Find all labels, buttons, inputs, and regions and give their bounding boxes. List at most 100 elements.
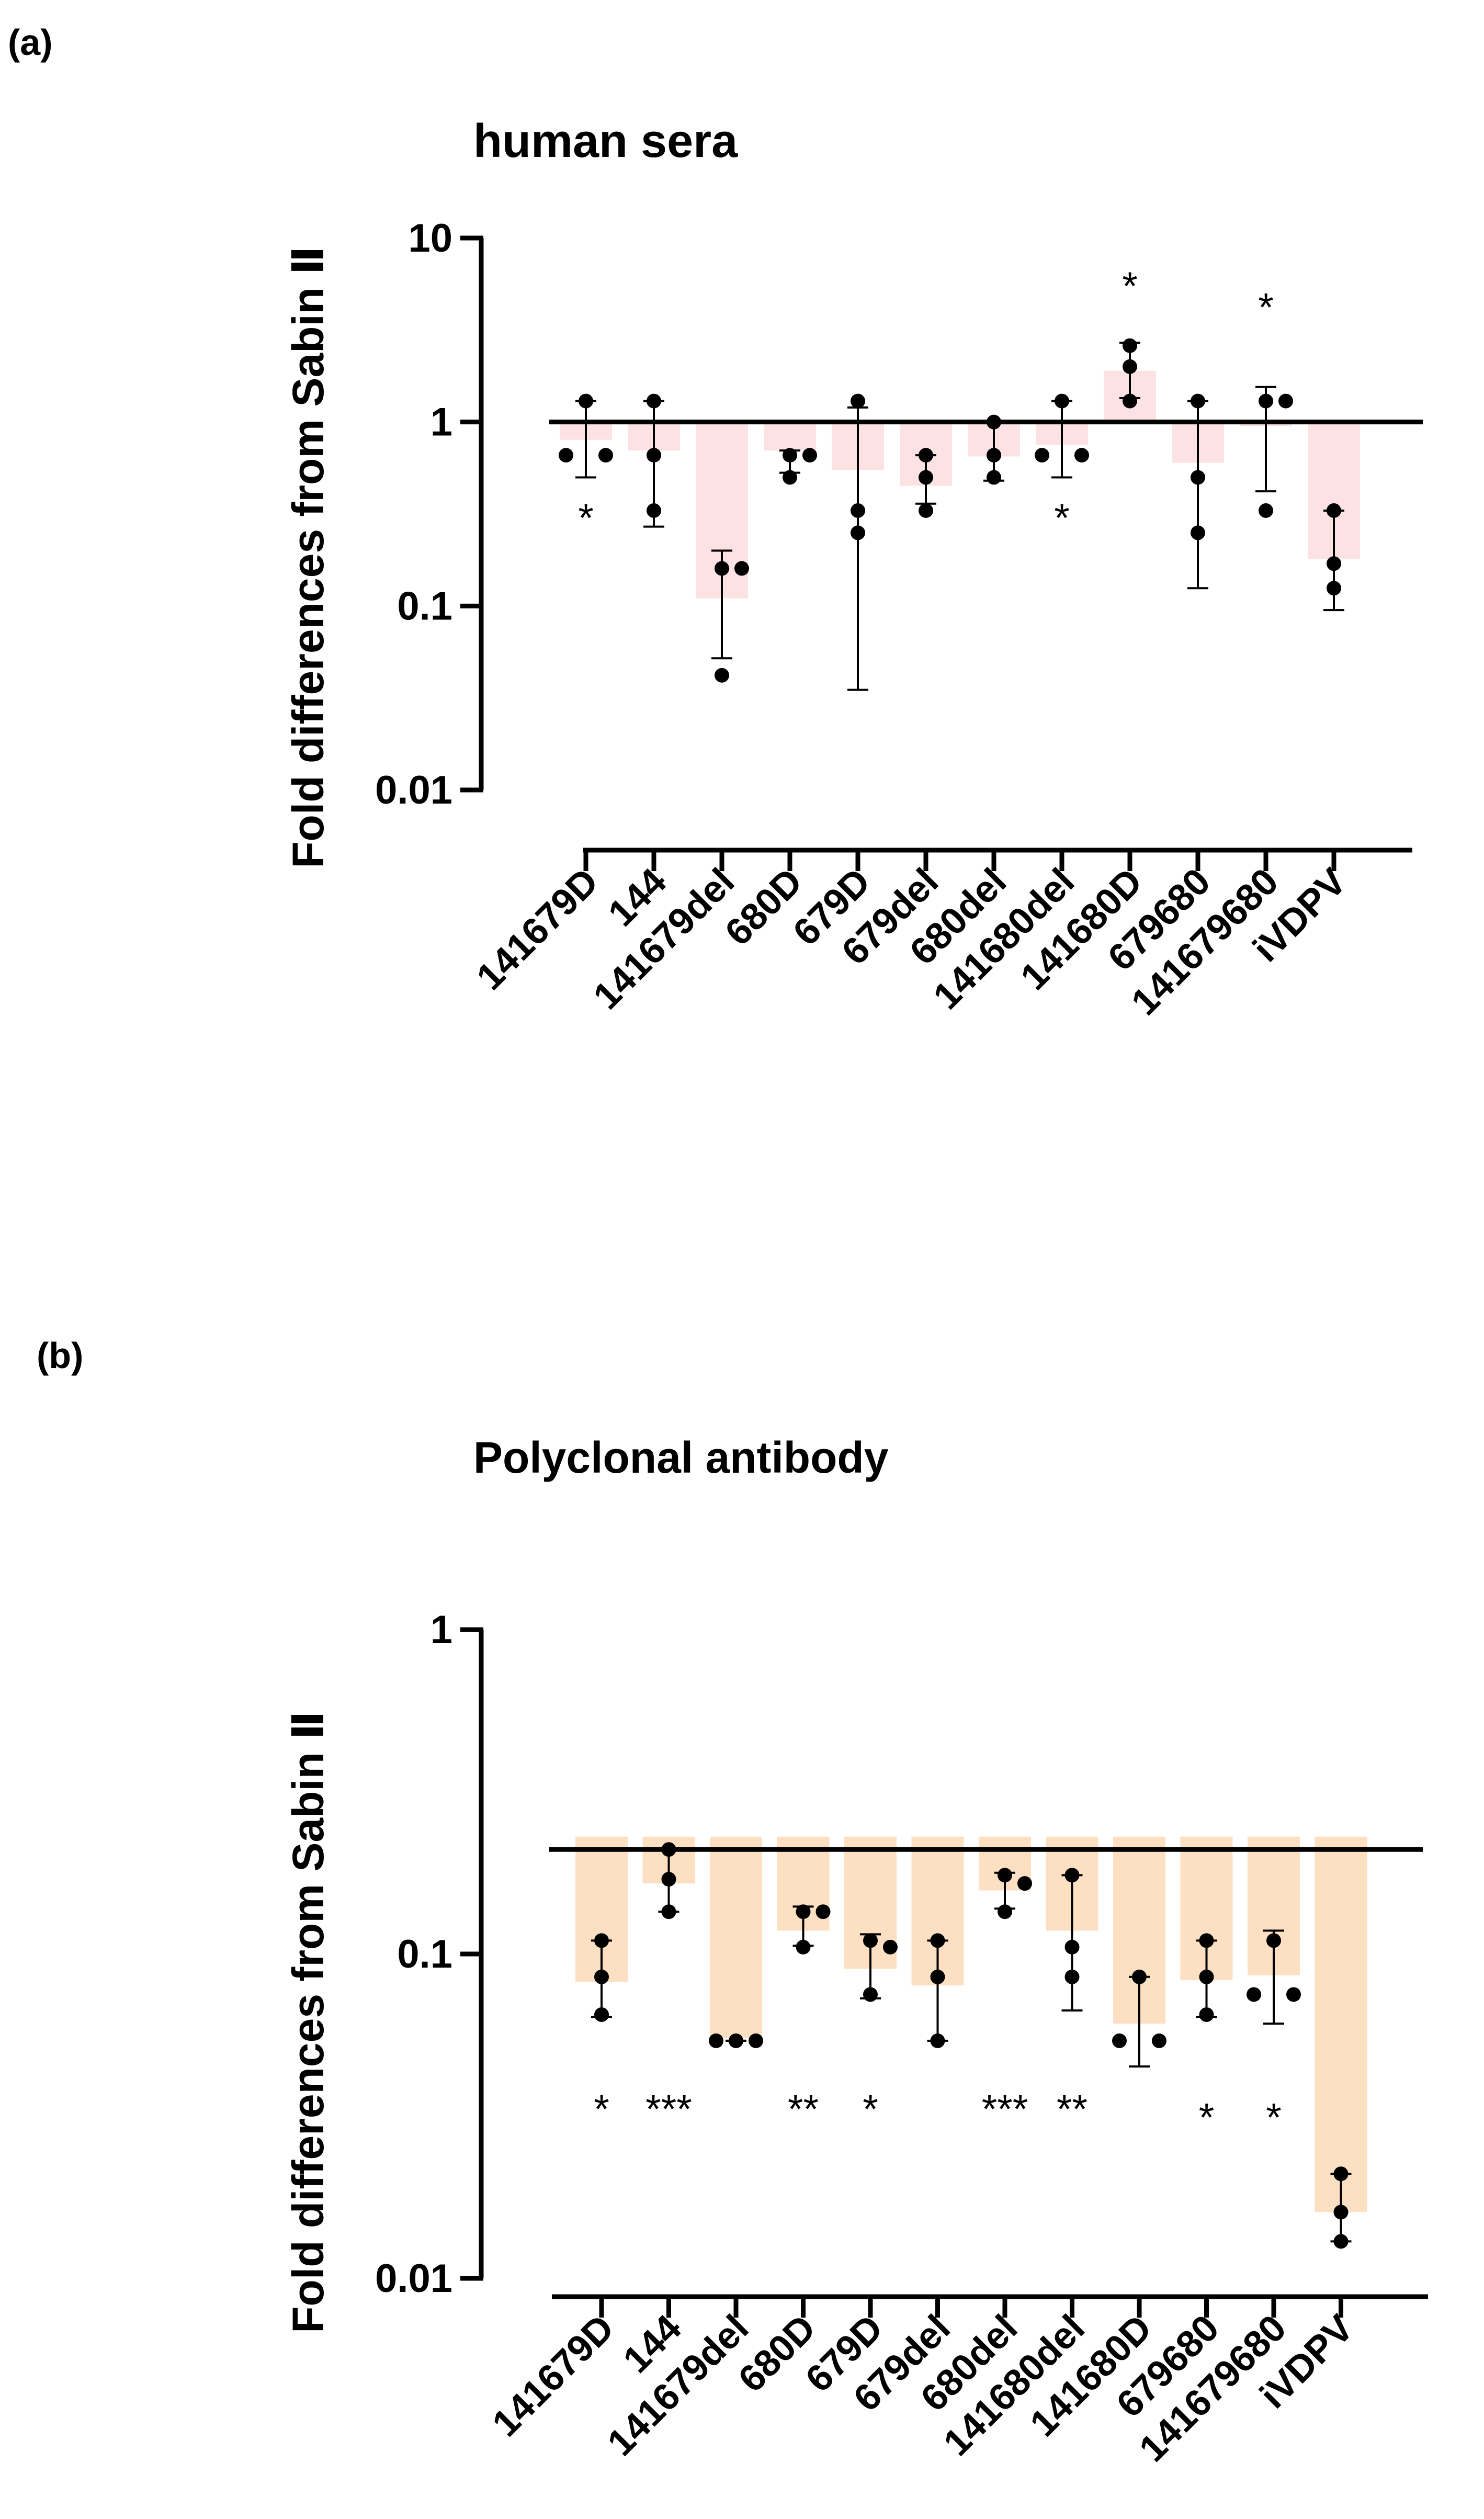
significance-mark: * — [1199, 2096, 1215, 2140]
data-point-141680del — [1074, 448, 1089, 463]
data-point-141680d — [1112, 2033, 1127, 2048]
data-point-141680del — [1064, 1969, 1080, 1984]
data-point-141679680 — [1247, 1987, 1261, 2002]
data-point-141680del — [1055, 393, 1069, 409]
data-point-141679del — [715, 561, 729, 576]
data-point-680d — [796, 1904, 811, 1919]
data-point-680d — [815, 1904, 831, 1919]
data-point-141679680 — [1286, 1987, 1301, 2002]
data-point-679d — [851, 525, 865, 540]
data-point-679del — [919, 470, 933, 485]
data-point-141679del — [734, 561, 749, 576]
data-point-141680del — [1064, 1868, 1080, 1883]
data-point-680del — [987, 414, 1001, 430]
data-point-679del — [930, 2033, 945, 2048]
data-point-144 — [661, 1872, 676, 1887]
data-point-141679d — [579, 393, 593, 409]
significance-mark: *** — [982, 2087, 1028, 2132]
y-axis-label: Fold differences from Sabin Ⅱ — [284, 1711, 333, 2333]
y-tick-label: 0.01 — [375, 768, 452, 812]
data-point-141680d — [1132, 1969, 1147, 1984]
data-point-679d — [863, 1987, 878, 2002]
x-tick-label: 141679D — [469, 861, 606, 998]
data-point-141679680 — [1259, 503, 1273, 518]
data-point-141679d — [559, 448, 573, 463]
data-point-ivdpv — [1333, 2205, 1349, 2220]
data-point-679del — [930, 1969, 945, 1984]
data-point-141679680 — [1266, 1933, 1281, 1948]
data-point-ivdpv — [1333, 2166, 1349, 2182]
data-point-141679d — [598, 448, 613, 463]
data-point-141679680 — [1278, 393, 1293, 409]
data-point-680del — [987, 470, 1001, 485]
significance-mark: * — [1258, 286, 1274, 330]
y-tick-label: 0.01 — [375, 2256, 452, 2301]
data-point-141680del — [1064, 1939, 1080, 1955]
data-point-680d — [783, 470, 797, 485]
x-tick-label: 680D — [731, 2307, 824, 2400]
data-point-ivdpv — [1327, 503, 1341, 518]
plot-area: 10.10.01141679D144141679del680D679D679de… — [375, 1608, 1428, 2470]
data-point-679680 — [1191, 393, 1205, 409]
data-point-680del — [998, 1904, 1012, 1919]
data-point-144 — [647, 448, 661, 463]
data-point-679680 — [1199, 1933, 1214, 1948]
data-point-141680d — [1123, 338, 1137, 353]
data-point-141680d — [1123, 393, 1137, 409]
data-point-680d — [783, 448, 797, 463]
panel-label: (b) — [37, 1335, 83, 1376]
data-point-680del — [998, 1868, 1012, 1883]
data-point-680del — [1017, 1876, 1032, 1891]
data-point-679del — [930, 1933, 945, 1948]
data-point-141679del — [749, 2033, 763, 2048]
y-tick-label: 0.1 — [397, 1932, 452, 1976]
data-point-679680 — [1199, 2007, 1214, 2022]
data-point-141680d — [1152, 2033, 1166, 2048]
data-point-141679del — [709, 2033, 723, 2048]
data-point-141679del — [729, 2033, 743, 2048]
data-point-680del — [987, 448, 1001, 463]
data-point-679d — [851, 503, 865, 518]
data-point-ivdpv — [1327, 556, 1341, 571]
panel-label: (a) — [8, 22, 53, 63]
data-point-141679del — [715, 668, 729, 683]
data-point-679680 — [1199, 1969, 1214, 1984]
chart-title: Polyclonal antibody — [473, 1433, 889, 1482]
plot-area: 1010.10.01141679D144141679del680D679D679… — [375, 216, 1423, 1023]
bar-680d — [764, 422, 816, 451]
data-point-679d — [863, 1933, 878, 1948]
panel-a: (a) human sera Fold differences from Sab… — [8, 22, 1423, 1023]
data-point-680d — [796, 1939, 811, 1955]
significance-mark: ** — [1057, 2087, 1087, 2132]
data-point-144 — [647, 503, 661, 518]
y-tick-label: 1 — [431, 400, 452, 445]
y-tick-label: 10 — [408, 216, 452, 261]
data-point-141679d — [594, 1933, 609, 1948]
data-point-679del — [919, 448, 933, 463]
data-point-141679680 — [1259, 393, 1273, 409]
y-axis-label: Fold differences from Sabin Ⅱ — [284, 246, 333, 868]
significance-mark: * — [1054, 496, 1070, 540]
data-point-680d — [802, 448, 817, 463]
data-point-141680del — [1035, 448, 1049, 463]
data-point-679d — [851, 393, 865, 409]
data-point-144 — [661, 1842, 676, 1857]
data-point-679del — [919, 503, 933, 518]
data-point-141679d — [594, 2007, 609, 2022]
significance-mark: * — [1266, 2096, 1282, 2140]
data-point-ivdpv — [1327, 581, 1341, 596]
data-point-144 — [661, 1904, 676, 1919]
significance-mark: *** — [645, 2087, 692, 2132]
x-tick-label: 680D — [717, 861, 810, 954]
significance-mark: * — [594, 2087, 609, 2132]
data-point-141680d — [1123, 359, 1137, 374]
data-point-679680 — [1191, 525, 1205, 540]
significance-mark: * — [1122, 264, 1138, 309]
y-tick-label: 1 — [431, 1608, 452, 1652]
panel-b: (b) Polyclonal antibody Fold differences… — [37, 1335, 1428, 2470]
bar-ivdpv — [1315, 1836, 1367, 2212]
y-tick-label: 0.1 — [397, 584, 452, 628]
significance-mark: * — [578, 496, 594, 540]
data-point-679680 — [1191, 470, 1205, 485]
